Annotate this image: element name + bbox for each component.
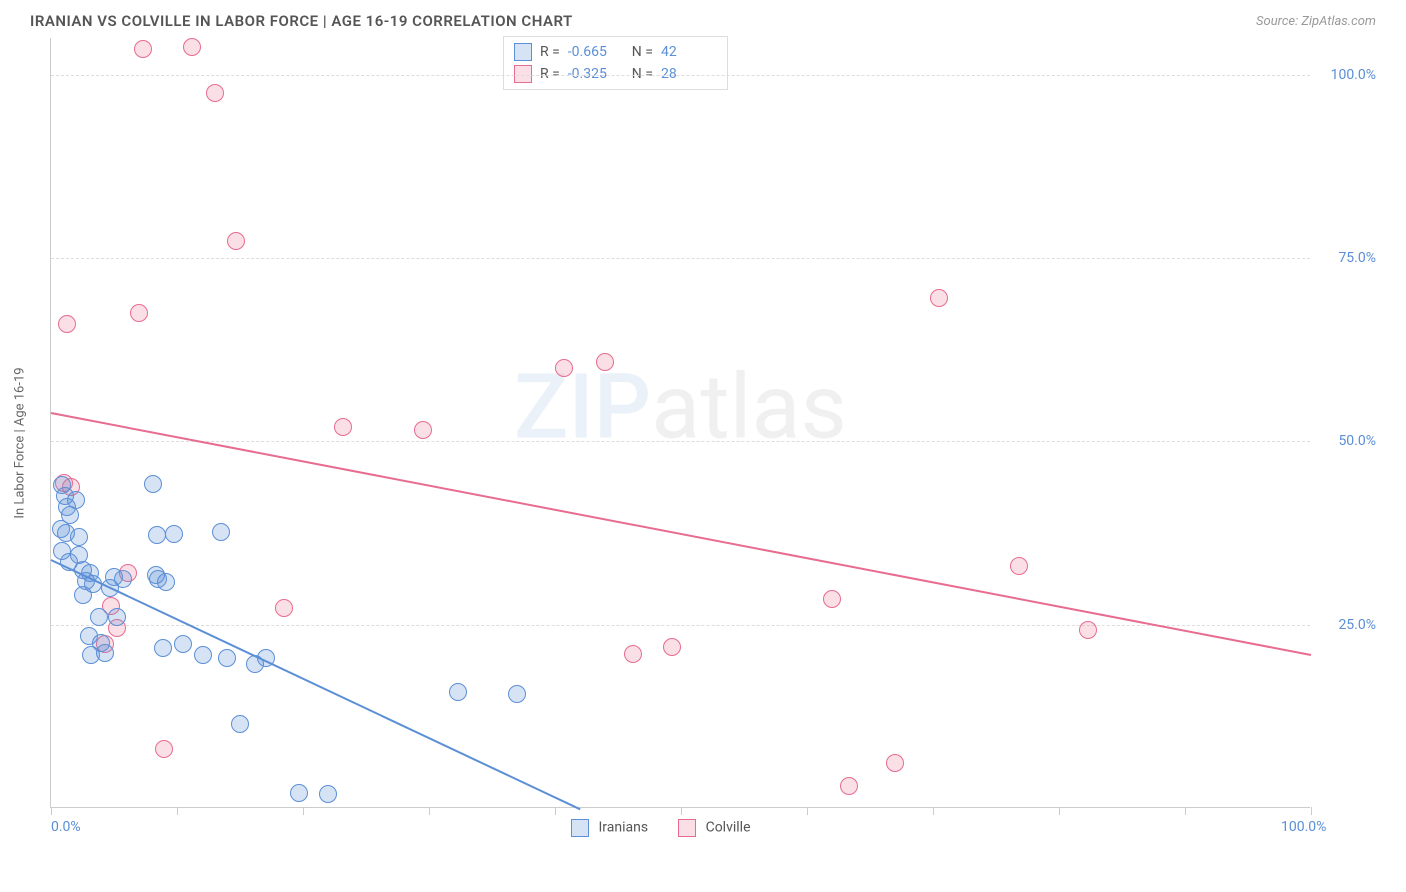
- legend-label-colville: Colville: [706, 820, 751, 836]
- data-point: [165, 525, 183, 543]
- x-tick: [1059, 807, 1060, 815]
- data-point: [231, 715, 249, 733]
- r-label: R =: [540, 44, 560, 60]
- data-point: [67, 491, 85, 509]
- legend-label-iranians: Iranians: [598, 820, 648, 836]
- data-point: [154, 639, 172, 657]
- data-point: [206, 84, 224, 102]
- data-point: [290, 784, 308, 802]
- gridline-h: [51, 258, 1310, 259]
- data-point: [257, 649, 275, 667]
- r-value-iranians: -0.665: [568, 44, 624, 60]
- data-point: [90, 608, 108, 626]
- x-tick: [555, 807, 556, 815]
- x-tick: [1311, 807, 1312, 815]
- data-point: [319, 785, 337, 803]
- data-point: [275, 599, 293, 617]
- y-tick-label: 75.0%: [1338, 250, 1376, 266]
- data-point: [157, 573, 175, 591]
- y-tick-label: 100.0%: [1331, 67, 1376, 83]
- x-tick-label: 0.0%: [51, 819, 81, 835]
- x-tick: [177, 807, 178, 815]
- data-point: [130, 304, 148, 322]
- data-point: [449, 683, 467, 701]
- data-point: [194, 646, 212, 664]
- source-label: Source: ZipAtlas.com: [1256, 14, 1376, 29]
- y-tick-label: 25.0%: [1338, 617, 1376, 633]
- chart-title: IRANIAN VS COLVILLE IN LABOR FORCE | AGE…: [30, 12, 573, 30]
- data-point: [148, 526, 166, 544]
- data-point: [555, 359, 573, 377]
- data-point: [174, 635, 192, 653]
- watermark-atlas: atlas: [651, 355, 847, 460]
- n-label: N =: [632, 44, 653, 60]
- x-tick: [681, 807, 682, 815]
- trend-line: [51, 412, 1311, 656]
- gridline-h: [51, 75, 1310, 76]
- legend-row-iranians: R = -0.665 N = 42: [514, 41, 717, 63]
- data-point: [886, 754, 904, 772]
- legend-swatch-iranians: [571, 819, 589, 837]
- data-point: [508, 685, 526, 703]
- data-point: [155, 740, 173, 758]
- data-point: [84, 575, 102, 593]
- plot-area: ZIPatlas R = -0.665 N = 42 R = -0.325 N …: [50, 38, 1310, 808]
- data-point: [183, 38, 201, 56]
- data-point: [108, 608, 126, 626]
- gridline-h: [51, 625, 1310, 626]
- y-axis-label: In Labor Force | Age 16-19: [13, 367, 28, 518]
- data-point: [134, 40, 152, 58]
- legend-item-colville: Colville: [678, 819, 750, 837]
- data-point: [840, 777, 858, 795]
- correlation-legend: R = -0.665 N = 42 R = -0.325 N = 28: [503, 36, 728, 90]
- data-point: [823, 590, 841, 608]
- x-tick: [429, 807, 430, 815]
- legend-item-iranians: Iranians: [571, 819, 648, 837]
- x-tick: [807, 807, 808, 815]
- legend-swatch-colville: [678, 819, 696, 837]
- data-point: [144, 475, 162, 493]
- data-point: [227, 232, 245, 250]
- x-tick: [51, 807, 52, 815]
- swatch-iranians: [514, 43, 532, 61]
- x-tick: [303, 807, 304, 815]
- data-point: [1010, 557, 1028, 575]
- data-point: [114, 570, 132, 588]
- trend-line: [51, 559, 581, 810]
- x-tick: [1185, 807, 1186, 815]
- x-tick: [933, 807, 934, 815]
- x-tick-label: 100.0%: [1281, 819, 1326, 835]
- series-legend: Iranians Colville: [571, 819, 751, 837]
- y-tick-label: 50.0%: [1338, 433, 1376, 449]
- data-point: [624, 645, 642, 663]
- data-point: [414, 421, 432, 439]
- data-point: [58, 315, 76, 333]
- data-point: [96, 644, 114, 662]
- data-point: [334, 418, 352, 436]
- data-point: [212, 523, 230, 541]
- watermark-zip: ZIP: [514, 355, 651, 460]
- data-point: [70, 528, 88, 546]
- data-point: [1079, 621, 1097, 639]
- gridline-h: [51, 441, 1310, 442]
- data-point: [930, 289, 948, 307]
- data-point: [663, 638, 681, 656]
- data-point: [596, 353, 614, 371]
- data-point: [218, 649, 236, 667]
- chart-container: In Labor Force | Age 16-19 ZIPatlas R = …: [50, 38, 1376, 848]
- n-value-iranians: 42: [661, 44, 717, 60]
